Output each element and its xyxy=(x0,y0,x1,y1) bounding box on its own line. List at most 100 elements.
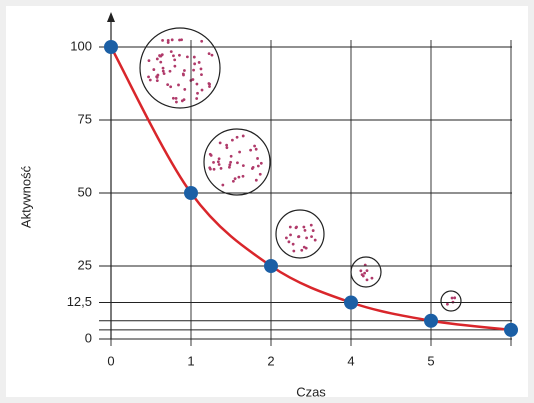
illustration-dot xyxy=(232,180,235,183)
x-tick-label: 2 xyxy=(267,353,274,368)
illustration-dot xyxy=(285,236,288,239)
point xyxy=(184,186,198,200)
illustration-dot xyxy=(183,88,186,91)
illustration-dot xyxy=(221,184,224,187)
illustration-dot xyxy=(234,177,237,180)
y-tick-label: 100 xyxy=(70,38,92,53)
point xyxy=(504,323,518,337)
y-axis-label: Aktywność xyxy=(18,165,33,228)
illustration-dot xyxy=(158,54,161,57)
illustration-dot xyxy=(219,141,222,144)
illustration-dot xyxy=(169,85,172,88)
illustration-dot xyxy=(218,157,221,160)
illustration-dot xyxy=(289,234,292,237)
illustration-dot xyxy=(305,237,308,240)
illustration-dot xyxy=(289,226,292,229)
point xyxy=(344,296,358,310)
illustration-dot xyxy=(295,226,298,229)
illustration-dot xyxy=(159,61,162,64)
illustration-dot xyxy=(242,135,245,138)
illustration-dot xyxy=(253,145,256,148)
illustration-dot xyxy=(236,161,239,164)
illustration-dot xyxy=(170,50,173,53)
illustration-dot xyxy=(249,149,252,152)
chart: Aktywność Czas 012,525507510001245 xyxy=(0,0,534,403)
illustration-dot xyxy=(147,75,150,78)
illustration-dot xyxy=(236,136,239,139)
illustration-dot xyxy=(149,79,152,82)
illustration-dot xyxy=(172,97,175,100)
illustration-dot xyxy=(200,40,203,43)
illustration-dot xyxy=(156,79,159,82)
illustration-dot xyxy=(257,165,260,168)
illustration-dot xyxy=(362,275,365,278)
illustration-dot xyxy=(173,65,176,68)
illustration-dot xyxy=(226,146,229,149)
illustration-dot xyxy=(371,277,374,280)
illustration-dot xyxy=(366,278,369,281)
illustration-dot xyxy=(178,39,181,42)
illustration-dot xyxy=(220,167,223,170)
x-tick-label: 0 xyxy=(107,353,114,368)
illustration-dot xyxy=(173,59,176,62)
illustration-dot xyxy=(242,175,245,178)
illustration-dot xyxy=(169,70,172,73)
illustration-dot xyxy=(196,92,199,95)
illustration-dot xyxy=(228,163,231,166)
y-tick-label: 12,5 xyxy=(67,294,92,309)
illustration-dot xyxy=(201,89,204,92)
illustration-dot xyxy=(225,144,228,147)
illustration-dot xyxy=(292,250,295,253)
illustration-dot xyxy=(237,176,240,179)
illustration-dot xyxy=(148,59,151,62)
illustration-dot xyxy=(193,62,196,65)
illustration-dot xyxy=(255,148,258,151)
illustration-dot xyxy=(451,297,454,300)
illustration-dot xyxy=(195,97,198,100)
illustration-dot xyxy=(217,160,220,163)
illustration-dot xyxy=(163,72,166,75)
illustration-dot xyxy=(196,83,199,86)
y-tick-label: 0 xyxy=(85,330,92,345)
illustration-dot xyxy=(292,243,295,246)
illustration-dot xyxy=(304,229,307,232)
y-tick-label: 50 xyxy=(78,184,92,199)
illustration-dot xyxy=(208,166,211,169)
illustration-dot xyxy=(252,166,255,169)
illustration-dot xyxy=(177,84,180,87)
illustration-dot xyxy=(162,67,165,70)
illustration-dot xyxy=(366,269,369,272)
illustration-dot xyxy=(208,83,211,86)
illustration-dot xyxy=(312,229,315,232)
illustration-dot xyxy=(161,39,164,42)
illustration-dot xyxy=(242,164,245,167)
illustration-dot xyxy=(302,226,305,229)
illustration-dot xyxy=(363,272,366,275)
illustration-dot xyxy=(198,61,201,64)
illustration-dot xyxy=(152,68,155,71)
illustration-dot xyxy=(183,69,186,72)
illustration-dot xyxy=(259,173,262,176)
point xyxy=(104,40,118,54)
illustration-dot xyxy=(200,73,203,76)
illustration-dot xyxy=(156,58,159,61)
illustration-dot xyxy=(229,161,232,164)
illustration-dot xyxy=(171,38,174,41)
x-axis-label: Czas xyxy=(296,384,326,399)
illustration-dot xyxy=(230,155,233,158)
illustration-dot xyxy=(186,55,189,58)
illustration-dot xyxy=(157,74,160,77)
illustration-dot xyxy=(310,224,313,227)
illustration-dot xyxy=(211,54,214,57)
y-tick-label: 75 xyxy=(78,111,92,126)
illustration-dot xyxy=(209,153,212,156)
y-tick-label: 25 xyxy=(78,257,92,272)
point xyxy=(424,314,438,328)
illustration-dot xyxy=(231,139,234,142)
illustration-dot xyxy=(256,157,259,160)
illustration-dot xyxy=(314,239,317,242)
illustration-dot xyxy=(175,97,178,100)
illustration-dot xyxy=(300,249,303,252)
illustration-dot xyxy=(213,168,216,171)
x-tick-label: 5 xyxy=(427,353,434,368)
